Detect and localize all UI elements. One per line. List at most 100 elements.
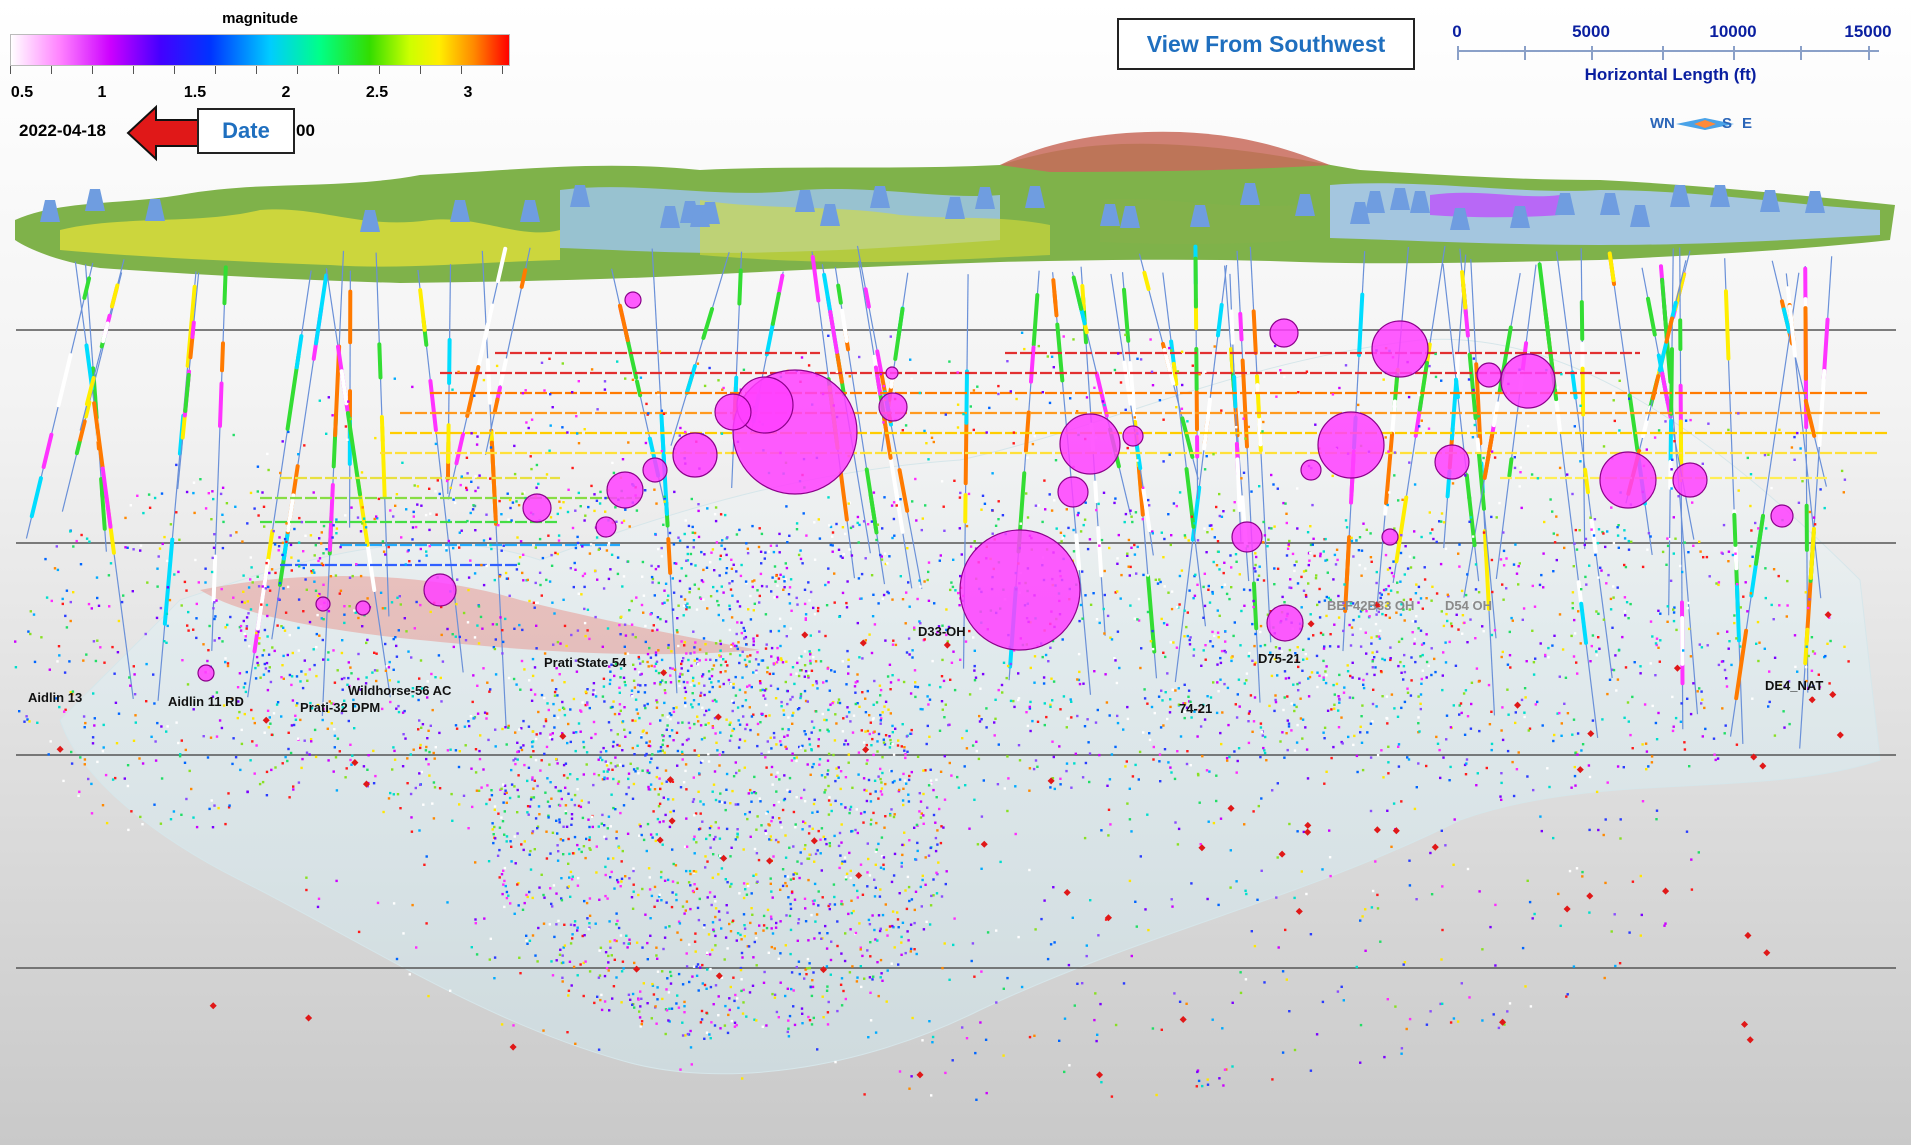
seismic-event: [786, 734, 789, 737]
seismic-event: [517, 562, 521, 565]
seismic-event: [699, 724, 703, 727]
seismic-event: [569, 567, 572, 570]
seismic-event: [1375, 650, 1379, 653]
seismic-event: [707, 708, 711, 712]
seismic-event: [224, 822, 227, 826]
seismic-event: [665, 780, 668, 783]
seismic-event: [907, 778, 911, 782]
seismic-event: [579, 730, 582, 733]
seismic-event: [1196, 539, 1200, 542]
seismic-event: [83, 763, 86, 766]
seismic-event: [844, 776, 848, 779]
seismic-event: [1251, 659, 1254, 662]
seismic-event: [1050, 677, 1053, 680]
seismic-event: [939, 770, 943, 773]
seismic-event: [1203, 572, 1206, 575]
seismic-event: [666, 744, 669, 748]
seismic-event: [847, 761, 850, 764]
seismic-event: [610, 793, 613, 796]
seismic-event: [389, 700, 392, 704]
seismic-event: [299, 718, 302, 722]
well-segment: [1202, 397, 1213, 451]
seismic-event: [513, 912, 516, 915]
seismic-event: [965, 747, 969, 750]
seismic-event: [277, 549, 280, 552]
seismic-event: [807, 878, 810, 882]
seismic-event: [501, 820, 505, 823]
seismic-event: [1202, 649, 1205, 652]
seismic-event: [1772, 618, 1775, 621]
seismic-event: [347, 719, 350, 723]
seismic-event: [1152, 758, 1155, 761]
seismic-event: [772, 855, 775, 858]
seismic-event: [889, 742, 893, 745]
seismic-event: [809, 590, 813, 594]
seismic-event: [1450, 625, 1454, 628]
seismic-event: [840, 862, 844, 865]
seismic-event: [1309, 613, 1312, 616]
seismic-event: [232, 596, 235, 599]
seismic-event: [669, 681, 673, 684]
seismic-event: [303, 739, 306, 742]
seismic-event: [515, 500, 518, 503]
seismic-event: [562, 763, 566, 767]
seismic-event: [1573, 774, 1577, 778]
seismic-event: [1829, 639, 1832, 643]
seismic-event: [1778, 604, 1781, 607]
seismic-event: [847, 912, 850, 916]
seismic-event: [724, 808, 727, 812]
seismic-event: [719, 1027, 722, 1030]
seismic-event: [1294, 652, 1297, 655]
seismic-event: [347, 661, 350, 664]
seismic-event: [1457, 628, 1460, 631]
seismic-event: [561, 839, 565, 842]
seismic-event: [1049, 703, 1052, 706]
seismic-event: [1293, 709, 1296, 713]
seismic-event: [654, 651, 658, 654]
seismic-event: [1206, 695, 1209, 698]
seismic-event: [1308, 675, 1312, 679]
seismic-event: [561, 954, 564, 957]
seismic-event: [842, 717, 845, 720]
seismic-event: [827, 904, 830, 908]
seismic-event: [465, 488, 469, 492]
well-segment: [964, 369, 969, 425]
seismic-event: [1657, 646, 1660, 649]
seismic-event: [715, 589, 719, 593]
well-segment: [1671, 300, 1678, 314]
seismic-event: [906, 750, 909, 753]
seismic-event: [621, 720, 625, 723]
seismic-event: [547, 534, 550, 537]
seismic-event: [1595, 654, 1598, 657]
seismic-event: [607, 961, 610, 964]
seismic-event: [644, 624, 647, 628]
seismic-event: [593, 493, 596, 496]
seismic-event: [753, 579, 756, 582]
seismic-event: [741, 650, 744, 653]
seismic-event: [85, 653, 88, 656]
seismic-event: [1307, 563, 1310, 567]
seismic-event: [1158, 760, 1161, 763]
seismic-event: [673, 562, 676, 565]
seismic-event: [930, 894, 933, 898]
seismic-event: [641, 660, 645, 663]
seismic-event: [702, 803, 705, 806]
seismic-event: [807, 671, 811, 675]
seismic-event: [308, 620, 312, 624]
seismic-event: [1678, 564, 1682, 568]
seismic-event: [1400, 637, 1404, 641]
seismic-event: [454, 724, 458, 727]
seismic-event: [185, 589, 188, 592]
seismic-event: [1095, 1039, 1098, 1043]
seismic-event: [803, 689, 807, 693]
seismic-event: [882, 856, 886, 859]
seismic-event: [215, 735, 219, 738]
seismic-event: [684, 690, 688, 694]
seismic-event: [705, 1031, 709, 1034]
well-segment: [162, 537, 175, 626]
seismic-event: [210, 518, 213, 521]
seismic-event: [936, 843, 939, 846]
seismic-event: [1527, 729, 1530, 732]
seismic-event: [542, 893, 545, 897]
